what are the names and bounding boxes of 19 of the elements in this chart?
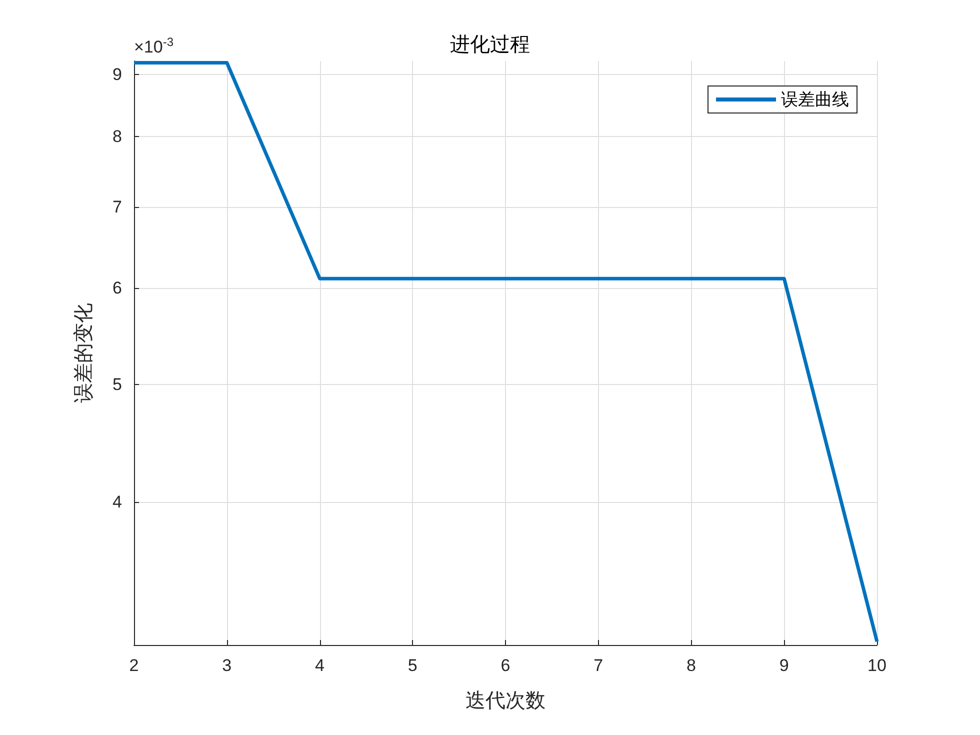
x-tick-label: 10 [868,656,886,675]
y-tick-label: 9 [112,64,122,84]
x-tick-label: 3 [222,656,232,675]
y-axis-title: 误差的变化 [73,303,95,403]
x-tick-label: 2 [129,656,139,675]
x-tick-label: 5 [408,656,418,675]
y-tick-label: 4 [112,492,122,512]
x-tick-label: 7 [594,656,604,675]
y-tick-label: 6 [112,278,122,298]
chart-title: 进化过程 [450,34,530,56]
x-tick-label: 8 [686,656,696,675]
x-tick-label: 4 [315,656,324,675]
legend-label: 误差曲线 [781,90,849,109]
y-tick-label: 8 [112,126,122,146]
x-axis-title: 迭代次数 [466,690,546,712]
y-tick-label: 7 [112,197,122,216]
y-tick-label: 5 [112,374,122,394]
x-tick-label: 6 [500,656,510,675]
x-tick-label: 9 [779,656,789,675]
